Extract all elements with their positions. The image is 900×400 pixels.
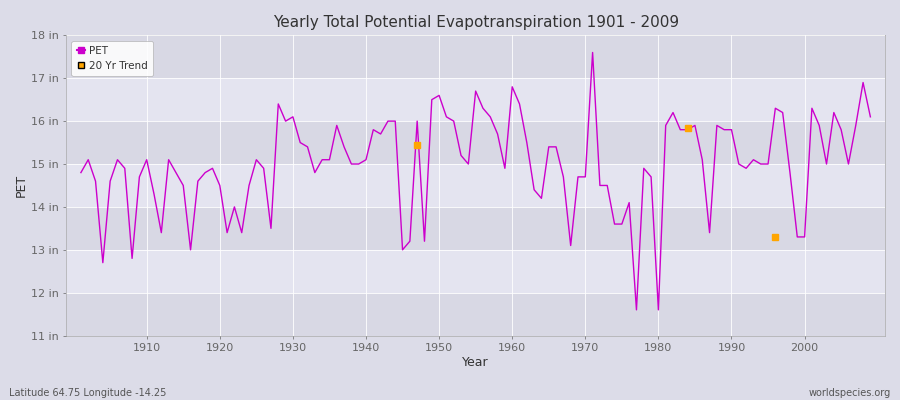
- Bar: [67, 121, 885, 164]
- Text: Latitude 64.75 Longitude -14.25: Latitude 64.75 Longitude -14.25: [9, 388, 166, 398]
- Legend: PET, 20 Yr Trend: PET, 20 Yr Trend: [71, 40, 153, 76]
- Bar: [67, 207, 885, 250]
- Bar: [67, 250, 885, 293]
- Y-axis label: PET: PET: [15, 174, 28, 197]
- Title: Yearly Total Potential Evapotranspiration 1901 - 2009: Yearly Total Potential Evapotranspiratio…: [273, 15, 679, 30]
- Bar: [67, 164, 885, 207]
- Text: worldspecies.org: worldspecies.org: [809, 388, 891, 398]
- Bar: [67, 293, 885, 336]
- Bar: [67, 78, 885, 121]
- X-axis label: Year: Year: [463, 356, 489, 369]
- Bar: [67, 35, 885, 78]
